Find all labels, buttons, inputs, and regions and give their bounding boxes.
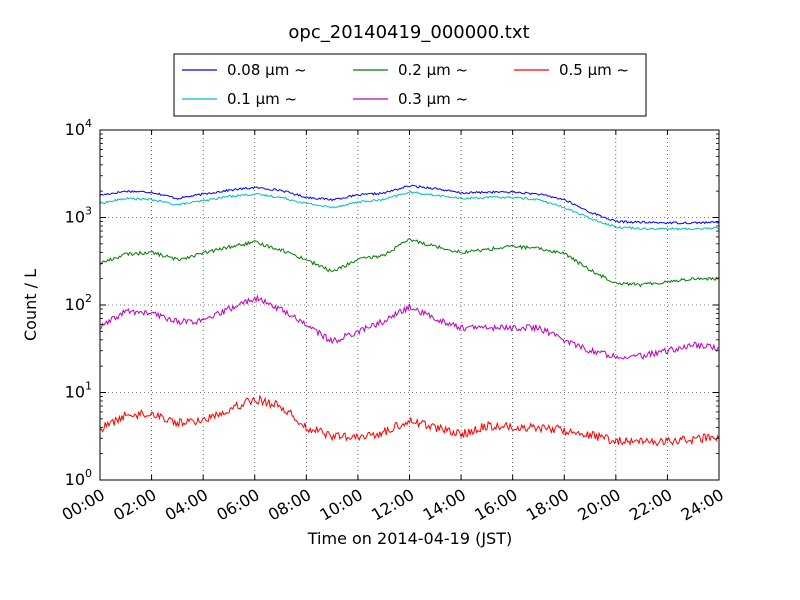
- x-tick-labels: 00:00 02:00 04:00 06:00 08:00 10:00 12:00 14:00…: [59, 485, 727, 525]
- x-tick-label: 18:00: [523, 485, 572, 525]
- series-lines: [99, 184, 720, 447]
- x-axis-label: Time on 2014-04-19 (JST): [307, 529, 512, 548]
- x-tick-label: 06:00: [213, 485, 262, 525]
- x-tick-label: 14:00: [420, 485, 469, 525]
- x-tick-label: 20:00: [574, 485, 623, 525]
- x-tick-label: 22:00: [626, 485, 675, 525]
- y-tick-label: 100: [65, 467, 92, 489]
- legend-label-4: 0.5 μm ~: [559, 61, 629, 79]
- y-tick-label: 101: [65, 380, 92, 402]
- x-tick-label: 10:00: [316, 485, 365, 525]
- series-line-2: [99, 238, 720, 288]
- x-tick-label: 24:00: [678, 485, 727, 525]
- ticks: [99, 129, 720, 481]
- legend-label-0: 0.08 μm ~: [227, 61, 307, 79]
- x-tick-label: 04:00: [162, 485, 211, 525]
- x-tick-label: 16:00: [471, 485, 520, 525]
- y-axis-label: Count / L: [21, 269, 40, 341]
- legend-label-3: 0.3 μm ~: [398, 90, 468, 108]
- x-tick-label: 08:00: [265, 485, 314, 525]
- legend-box: [173, 53, 647, 117]
- chart-title: opc_20140419_000000.txt: [288, 22, 529, 43]
- x-tick-label: 02:00: [110, 485, 159, 525]
- series-line-3: [99, 294, 720, 360]
- y-tick-labels: 100 101 102 103 104: [65, 117, 92, 489]
- x-tick-label: 12:00: [368, 485, 417, 525]
- legend-label-2: 0.2 μm ~: [398, 61, 468, 79]
- y-tick-label: 103: [65, 205, 92, 227]
- y-tick-label: 102: [65, 292, 92, 314]
- legend-label-1: 0.1 μm ~: [227, 90, 297, 108]
- y-tick-label: 104: [65, 117, 92, 139]
- series-line-0: [99, 184, 720, 225]
- legend: 0.08 μm ~ 0.1 μm ~ 0.2 μm ~ 0.3 μm ~ 0.5 μm …: [173, 53, 647, 117]
- series-line-4: [99, 394, 720, 447]
- x-tick-label: 00:00: [59, 485, 108, 525]
- series-line-1: [99, 190, 720, 231]
